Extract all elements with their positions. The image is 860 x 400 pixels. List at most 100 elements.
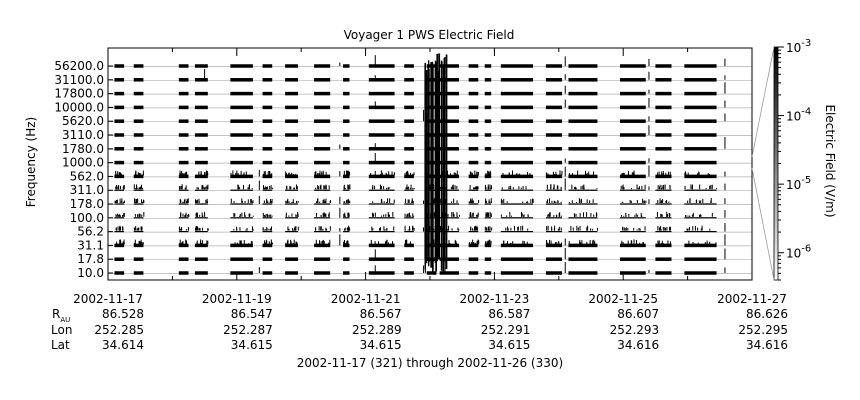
noise-tick: [559, 170, 561, 176]
noise-tick: [325, 171, 327, 176]
data-segment: [343, 243, 350, 248]
data-segment: [439, 133, 459, 137]
noise-tick: [265, 213, 267, 217]
noise-tick: [142, 173, 144, 176]
noise-tick: [293, 187, 295, 190]
noise-tick: [195, 212, 197, 217]
data-segment: [545, 257, 563, 261]
noise-tick: [642, 242, 644, 245]
data-segment: [468, 217, 479, 219]
data-segment: [500, 160, 534, 165]
data-segment: [230, 257, 253, 261]
data-segment: [114, 105, 125, 110]
noise-tick: [117, 185, 119, 190]
noise-tick: [556, 242, 558, 245]
data-segment: [343, 203, 350, 205]
noise-tick: [657, 185, 659, 190]
noise-tick: [349, 184, 351, 190]
noise-tick: [580, 242, 582, 245]
noise-tick: [509, 188, 511, 190]
noise-tick: [546, 226, 548, 231]
data-segment: [178, 147, 189, 151]
noise-tick: [476, 214, 478, 217]
data-segment: [568, 174, 598, 179]
noise-tick: [140, 184, 142, 190]
noise-tick: [552, 171, 554, 176]
noise-tick: [700, 214, 702, 217]
data-segment: [500, 174, 534, 179]
noise-tick: [348, 212, 350, 217]
data-segment: [404, 160, 414, 165]
noise-tick: [271, 173, 273, 176]
noise-tick: [285, 172, 287, 176]
noise-tick: [412, 173, 414, 176]
noise-tick: [180, 199, 182, 203]
noise-tick: [182, 213, 184, 217]
noise-tick: [348, 184, 350, 190]
noise-tick: [470, 198, 472, 203]
channel-row: [108, 105, 752, 110]
data-segment: [655, 189, 672, 191]
noise-tick: [698, 215, 700, 217]
noise-tick: [207, 184, 209, 190]
noise-tick: [518, 174, 520, 176]
noise-tick: [454, 239, 456, 245]
data-segment: [568, 257, 598, 261]
noise-tick: [687, 172, 689, 176]
zoom-connector: [751, 46, 775, 158]
data-segment: [545, 160, 563, 165]
data-segment: [655, 257, 672, 261]
noise-tick: [661, 240, 663, 245]
noise-tick: [643, 200, 645, 203]
noise-tick: [516, 173, 518, 176]
noise-tick: [519, 173, 521, 176]
noise-tick: [510, 243, 512, 245]
channel-row: [108, 64, 752, 68]
data-segment: [684, 257, 717, 261]
noise-tick: [560, 201, 562, 203]
noise-tick: [557, 228, 559, 231]
y-axis-ticks: 56200.031100.017800.010000.05620.03110.0…: [54, 59, 113, 280]
data-segment: [439, 64, 459, 68]
noise-tick: [141, 242, 143, 245]
noise-tick: [383, 201, 385, 203]
noise-tick: [486, 214, 488, 217]
noise-tick: [266, 240, 268, 245]
noise-tick: [582, 185, 584, 190]
noise-tick: [288, 228, 290, 231]
data-segment: [343, 147, 350, 151]
noise-tick: [583, 187, 585, 190]
noise-tick: [705, 187, 707, 190]
noise-tick: [252, 229, 254, 231]
colorbar-bar: [773, 46, 779, 281]
noise-tick: [709, 228, 711, 231]
noise-tick: [137, 214, 139, 217]
noise-tick: [450, 186, 452, 190]
data-segment: [545, 231, 563, 233]
data-segment: [194, 231, 208, 233]
noise-tick: [202, 185, 204, 190]
data-segment: [343, 174, 350, 179]
noise-tick: [451, 228, 453, 231]
noise-tick: [456, 170, 458, 176]
channel-row: [108, 133, 752, 137]
data-segment: [314, 271, 331, 275]
data-segment: [684, 243, 717, 248]
y-tick-label: 1000.0: [62, 156, 104, 170]
noise-tick: [477, 186, 479, 190]
noise-tick: [512, 187, 514, 190]
noise-tick: [440, 186, 442, 190]
zoom-connector: [751, 167, 775, 281]
noise-tick: [205, 186, 207, 190]
noise-tick: [383, 214, 385, 217]
noise-tick: [621, 240, 623, 245]
noise-tick: [371, 186, 373, 190]
noise-tick: [286, 201, 288, 203]
data-segment: [368, 203, 395, 205]
noise-tick: [625, 227, 627, 231]
noise-tick: [292, 229, 294, 231]
data-segment: [619, 217, 646, 219]
noise-tick: [249, 213, 251, 217]
noise-tick: [470, 241, 472, 245]
noise-tick: [134, 198, 136, 203]
